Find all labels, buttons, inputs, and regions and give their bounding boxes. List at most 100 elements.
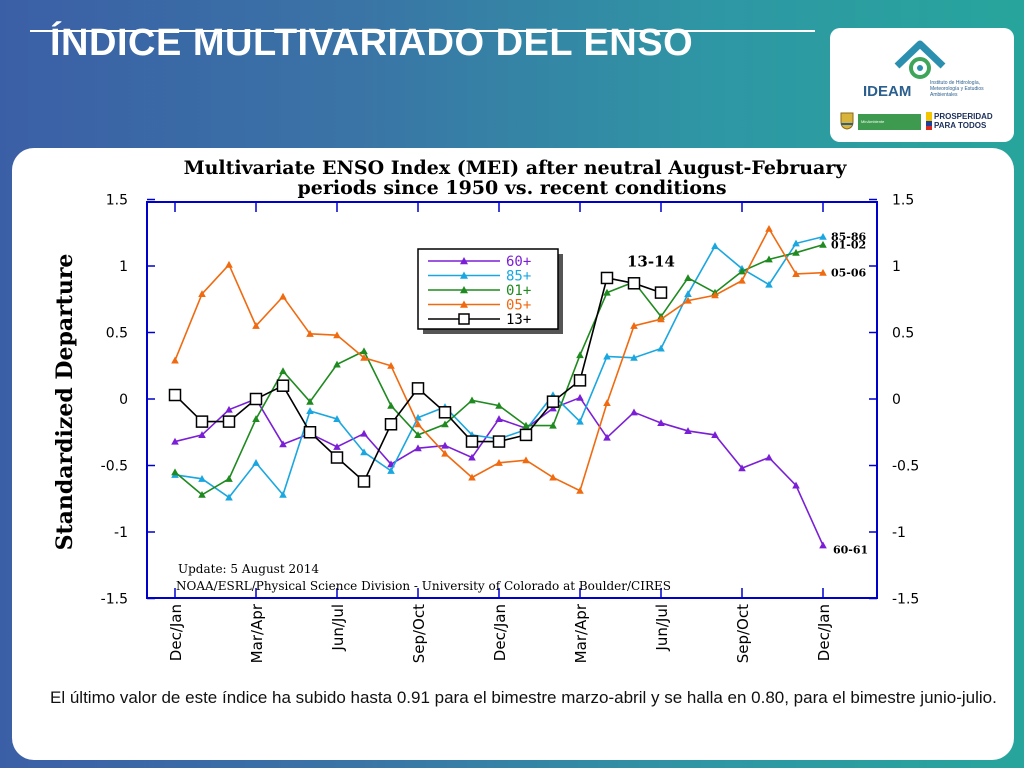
prosperidad-flag-icon bbox=[926, 112, 932, 130]
data-point bbox=[330, 451, 344, 464]
data-point bbox=[603, 399, 611, 407]
data-point bbox=[549, 404, 557, 412]
data-point bbox=[495, 415, 503, 422]
data-point bbox=[387, 361, 395, 369]
data-point bbox=[546, 395, 560, 408]
data-point bbox=[576, 417, 584, 425]
data-point bbox=[198, 475, 206, 482]
colombia-seal-icon bbox=[840, 112, 854, 130]
legend-label: 60+ bbox=[506, 254, 531, 270]
mei-chart: Multivariate ENSO Index (MEI) after neut… bbox=[52, 157, 919, 663]
chart-title: Multivariate ENSO Index (MEI) after neut… bbox=[184, 157, 848, 179]
series-end-label: 13-14 bbox=[627, 253, 675, 271]
series-end-label: 05-06 bbox=[831, 267, 867, 280]
y-tick-label: 0 bbox=[119, 392, 128, 408]
ideam-emblem-icon bbox=[894, 40, 946, 79]
data-point bbox=[468, 473, 476, 481]
series-end-label: 85-86 bbox=[831, 231, 867, 244]
series-end-label: 01-02 bbox=[831, 239, 866, 252]
data-point bbox=[333, 415, 341, 422]
legend-marker bbox=[460, 286, 468, 294]
slide-title: ÍNDICE MULTIVARIADO DEL ENSO bbox=[50, 22, 694, 64]
series-13-14: 13-14 bbox=[168, 253, 675, 488]
data-point bbox=[468, 396, 476, 404]
data-point bbox=[765, 224, 773, 232]
legend-marker bbox=[460, 300, 468, 308]
data-point bbox=[819, 541, 827, 549]
data-point bbox=[333, 443, 341, 450]
data-point bbox=[168, 388, 182, 402]
logo-name: IDEAM bbox=[863, 83, 912, 100]
data-point bbox=[360, 353, 368, 361]
data-point bbox=[306, 407, 314, 415]
data-point bbox=[603, 288, 611, 296]
data-point bbox=[522, 456, 530, 464]
data-point bbox=[414, 420, 422, 428]
data-point bbox=[576, 486, 584, 494]
data-point bbox=[468, 453, 476, 461]
data-point bbox=[573, 374, 587, 387]
y-tick-label: 1 bbox=[119, 259, 128, 275]
data-point bbox=[819, 268, 827, 276]
data-point bbox=[252, 415, 260, 422]
data-point bbox=[276, 379, 290, 392]
data-point bbox=[222, 415, 236, 428]
x-tick-label: Jun/Jul bbox=[329, 604, 347, 652]
data-point bbox=[711, 291, 719, 299]
legend-label: 01+ bbox=[506, 283, 531, 299]
slide-caption: El último valor de este índice ha subido… bbox=[50, 688, 997, 707]
data-point bbox=[303, 426, 317, 439]
legend-marker bbox=[460, 271, 468, 279]
data-point bbox=[684, 296, 692, 304]
data-point bbox=[171, 437, 179, 445]
data-point bbox=[792, 239, 800, 247]
y-tick-label-right: 0.5 bbox=[892, 326, 914, 342]
data-point bbox=[438, 406, 452, 419]
data-point bbox=[195, 415, 209, 428]
legend-marker bbox=[458, 313, 470, 325]
data-point bbox=[765, 280, 773, 288]
y-tick-label: 0.5 bbox=[106, 326, 128, 342]
data-point bbox=[654, 286, 668, 299]
legend-marker bbox=[460, 257, 468, 265]
y-tick-label-right: -1 bbox=[892, 525, 906, 541]
data-point bbox=[738, 267, 746, 275]
data-point bbox=[198, 490, 206, 498]
data-point bbox=[279, 440, 287, 448]
data-point bbox=[684, 274, 692, 282]
data-point bbox=[360, 347, 368, 355]
data-point bbox=[360, 448, 368, 456]
data-point bbox=[306, 330, 314, 337]
legend-box bbox=[417, 248, 559, 330]
data-point bbox=[495, 401, 503, 409]
data-point bbox=[225, 493, 233, 501]
logo-institution: Instituto de Hidrología, Meteorología y … bbox=[930, 80, 984, 98]
update-note: Update: 5 August 2014 bbox=[178, 562, 319, 576]
y-tick-label-right: 1.5 bbox=[892, 193, 914, 209]
data-point bbox=[792, 270, 800, 278]
data-point bbox=[603, 433, 611, 441]
data-point bbox=[441, 449, 449, 457]
data-point bbox=[225, 260, 233, 268]
data-point bbox=[738, 464, 746, 472]
data-point bbox=[414, 431, 422, 438]
data-point bbox=[630, 353, 638, 361]
data-point bbox=[711, 431, 719, 438]
data-point bbox=[198, 290, 206, 297]
x-tick-label: Mar/Apr bbox=[248, 603, 266, 663]
legend-label: 05+ bbox=[506, 298, 531, 314]
title-rule bbox=[30, 30, 815, 32]
data-point bbox=[549, 473, 557, 481]
data-point bbox=[738, 276, 746, 284]
data-point bbox=[576, 351, 584, 359]
data-point bbox=[630, 322, 638, 329]
data-point bbox=[360, 429, 368, 437]
prosperidad-logo: PROSPERIDAD PARA TODOS bbox=[934, 112, 993, 130]
series-05-06: 05-06 bbox=[171, 224, 867, 494]
data-point bbox=[765, 255, 773, 263]
y-tick-label: -1.5 bbox=[101, 592, 128, 608]
data-point bbox=[627, 277, 641, 290]
y-tick-label-right: 0 bbox=[892, 392, 901, 408]
data-point bbox=[306, 397, 314, 405]
data-point bbox=[657, 315, 665, 323]
